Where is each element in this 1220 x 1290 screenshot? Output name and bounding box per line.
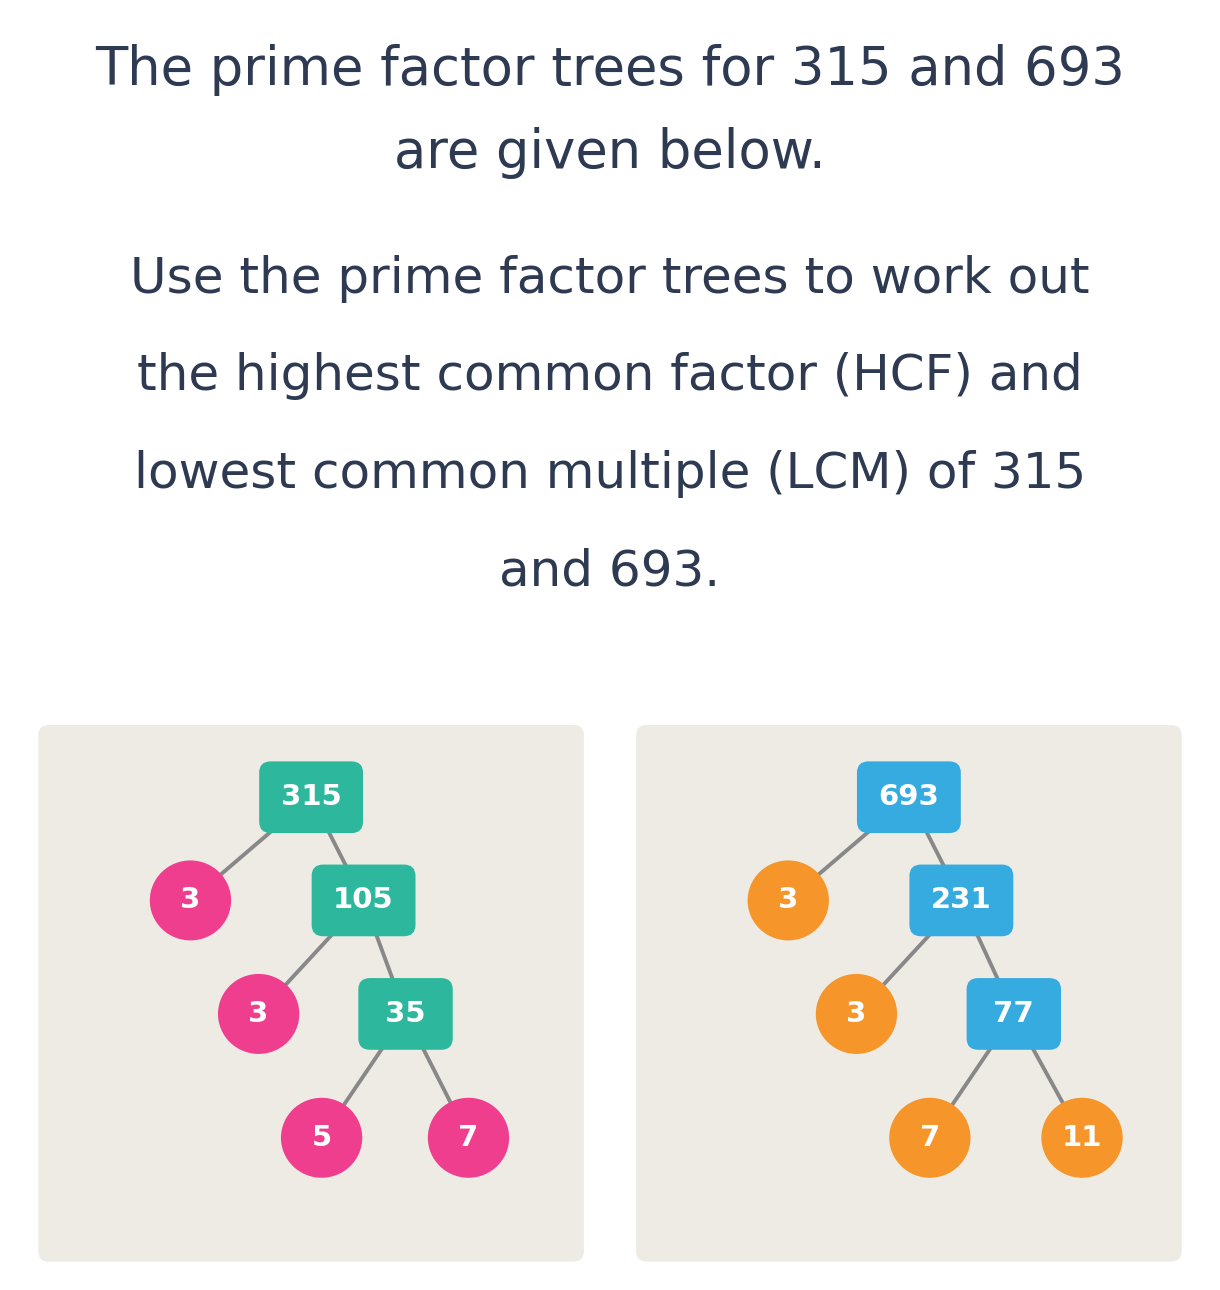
Text: 3: 3 — [778, 886, 798, 915]
FancyBboxPatch shape — [636, 725, 1182, 1262]
Ellipse shape — [281, 1098, 362, 1178]
Text: 105: 105 — [333, 886, 394, 915]
Text: 315: 315 — [281, 783, 342, 811]
Text: 77: 77 — [993, 1000, 1035, 1028]
Text: the highest common factor (HCF) and: the highest common factor (HCF) and — [137, 352, 1083, 400]
Text: 11: 11 — [1061, 1124, 1102, 1152]
Text: 693: 693 — [878, 783, 939, 811]
FancyBboxPatch shape — [909, 864, 1014, 937]
Text: Use the prime factor trees to work out: Use the prime factor trees to work out — [131, 254, 1089, 303]
Ellipse shape — [748, 860, 828, 940]
Text: 7: 7 — [920, 1124, 941, 1152]
Text: 3: 3 — [181, 886, 200, 915]
Ellipse shape — [889, 1098, 971, 1178]
Text: are given below.: are given below. — [394, 128, 826, 179]
Ellipse shape — [816, 974, 897, 1054]
Text: 7: 7 — [459, 1124, 478, 1152]
FancyBboxPatch shape — [38, 725, 584, 1262]
Ellipse shape — [428, 1098, 509, 1178]
Text: lowest common multiple (LCM) of 315: lowest common multiple (LCM) of 315 — [134, 450, 1086, 498]
Text: and 693.: and 693. — [499, 547, 721, 595]
FancyBboxPatch shape — [966, 978, 1061, 1050]
FancyBboxPatch shape — [259, 761, 364, 833]
Text: 3: 3 — [847, 1000, 866, 1028]
Text: 5: 5 — [311, 1124, 332, 1152]
FancyBboxPatch shape — [359, 978, 453, 1050]
Text: The prime factor trees for 315 and 693: The prime factor trees for 315 and 693 — [95, 44, 1125, 95]
Text: 3: 3 — [249, 1000, 268, 1028]
Ellipse shape — [150, 860, 231, 940]
Ellipse shape — [218, 974, 299, 1054]
FancyBboxPatch shape — [856, 761, 961, 833]
Ellipse shape — [1042, 1098, 1122, 1178]
FancyBboxPatch shape — [311, 864, 416, 937]
Text: 231: 231 — [931, 886, 992, 915]
Text: 35: 35 — [386, 1000, 426, 1028]
